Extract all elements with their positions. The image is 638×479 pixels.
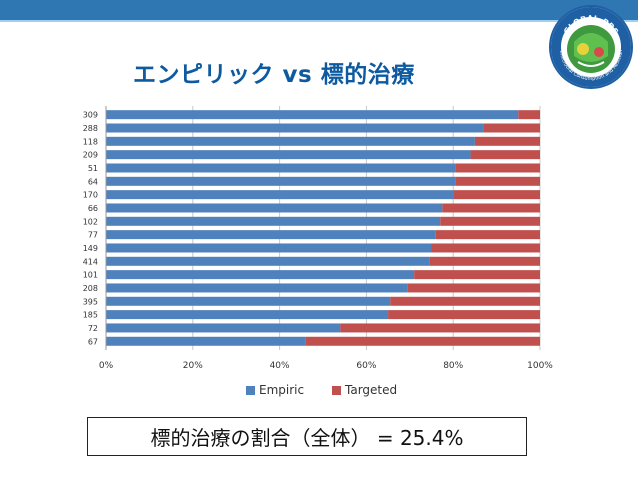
bar-targeted	[470, 150, 540, 160]
bar-empiric	[106, 283, 408, 293]
bar-targeted	[305, 336, 540, 346]
legend-swatch-targeted	[332, 386, 341, 395]
bar-targeted	[435, 230, 540, 240]
bar-empiric	[106, 270, 415, 280]
legend-label-empiric: Empiric	[259, 383, 304, 397]
y-tick-label: 209	[83, 151, 98, 160]
bar-targeted	[518, 110, 540, 120]
bar-empiric	[106, 110, 519, 120]
y-tick-label: 149	[83, 244, 98, 253]
bar-empiric	[106, 150, 471, 160]
bar-empiric	[106, 216, 441, 226]
bar-empiric	[106, 336, 306, 346]
bar-empiric	[106, 256, 430, 266]
bar-targeted	[388, 310, 540, 320]
bar-targeted	[474, 136, 540, 146]
bar-empiric	[106, 163, 456, 173]
y-tick-label: 288	[83, 124, 98, 133]
bar-empiric	[106, 190, 454, 200]
bar-targeted	[431, 243, 540, 253]
x-tick-label: 20%	[183, 361, 203, 371]
x-tick-label: 100%	[527, 361, 553, 371]
global-pps-logo: GLOBAL-PPS Antimicrobial Consumption and…	[548, 4, 633, 89]
bar-targeted	[455, 163, 540, 173]
y-tick-label: 66	[88, 204, 98, 213]
x-tick-label: 60%	[356, 361, 376, 371]
legend-label-targeted: Targeted	[344, 383, 397, 397]
summary-text: 標的治療の割合（全体） = 25.4%	[150, 426, 464, 450]
slide-title: エンピリック vs 標的治療	[133, 62, 415, 88]
legend-swatch-empiric	[246, 386, 255, 395]
bar-empiric	[106, 230, 436, 240]
bar-targeted	[414, 270, 540, 280]
bar-targeted	[429, 256, 540, 266]
summary-box: 標的治療の割合（全体） = 25.4%	[87, 417, 527, 456]
bar-targeted	[455, 176, 540, 186]
y-tick-label: 170	[83, 191, 98, 200]
top-banner-accent	[0, 20, 638, 22]
top-banner	[0, 0, 638, 20]
bar-empiric	[106, 243, 432, 253]
y-tick-label: 414	[83, 257, 98, 266]
bar-targeted	[390, 296, 540, 306]
y-tick-label: 51	[88, 164, 98, 173]
x-tick-label: 80%	[443, 361, 463, 371]
y-tick-label: 102	[83, 217, 98, 226]
bar-empiric	[106, 296, 391, 306]
x-tick-label: 40%	[270, 361, 290, 371]
bar-targeted	[453, 190, 540, 200]
y-tick-label: 208	[83, 284, 98, 293]
bar-targeted	[442, 203, 540, 213]
bar-empiric	[106, 203, 443, 213]
y-tick-label: 395	[83, 297, 98, 306]
y-tick-label: 67	[88, 337, 98, 346]
bar-empiric	[106, 136, 475, 146]
x-tick-label: 0%	[99, 361, 114, 371]
bar-targeted	[440, 216, 540, 226]
y-tick-label: 72	[88, 324, 98, 333]
bar-empiric	[106, 310, 389, 320]
y-tick-label: 309	[83, 111, 98, 120]
bar-targeted	[483, 123, 540, 133]
bar-empiric	[106, 123, 484, 133]
bar-empiric	[106, 323, 341, 333]
y-tick-label: 77	[88, 231, 98, 240]
y-tick-label: 185	[83, 311, 98, 320]
y-tick-label: 118	[83, 137, 98, 146]
bar-targeted	[407, 283, 540, 293]
y-tick-label: 101	[83, 271, 98, 280]
bar-empiric	[106, 176, 456, 186]
y-tick-label: 64	[88, 177, 98, 186]
bar-targeted	[340, 323, 540, 333]
